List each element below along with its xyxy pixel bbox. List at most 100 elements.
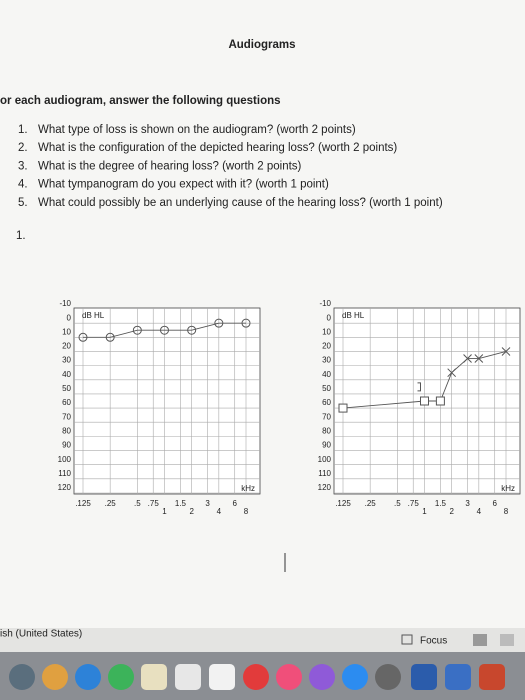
app-icon[interactable]	[445, 664, 471, 690]
y-tick-label: 30	[322, 356, 331, 365]
dock-icons	[9, 664, 505, 690]
y-tick-label: 120	[58, 483, 72, 492]
x-tick-label: .125	[75, 499, 91, 508]
y-tick-label: 90	[62, 441, 71, 450]
app-icon[interactable]	[209, 664, 235, 690]
app-icon[interactable]	[309, 664, 335, 690]
data-marker	[160, 325, 169, 335]
y-tick-label: 50	[62, 384, 71, 393]
question-number: 3.	[18, 160, 28, 172]
data-marker	[105, 332, 115, 342]
y-tick-label: 30	[62, 356, 71, 365]
doc-title: Audiograms	[228, 39, 295, 51]
data-marker	[417, 382, 421, 392]
app-icon[interactable]	[42, 664, 68, 690]
question-text: What is the degree of hearing loss? (wor…	[38, 160, 302, 172]
app-icon[interactable]	[411, 664, 437, 690]
data-marker	[214, 318, 224, 328]
x-axis-label: kHz	[501, 484, 515, 493]
data-marker	[435, 396, 445, 406]
question-text: What is the configuration of the depicte…	[38, 142, 397, 154]
question-number: 5.	[18, 197, 28, 209]
app-icon[interactable]	[108, 664, 134, 690]
focus-icon	[401, 634, 413, 645]
y-axis-label: dB HL	[82, 311, 105, 320]
data-marker	[338, 403, 348, 413]
y-tick-label: 100	[318, 455, 332, 464]
x-tick-label: 6	[232, 499, 237, 508]
focus-button[interactable]: Focus	[420, 636, 447, 647]
x-tick-label: 1	[162, 507, 167, 516]
question-number: 1.	[18, 124, 28, 136]
question-number: 4.	[18, 179, 28, 191]
x-tick-label: 1.5	[435, 499, 447, 508]
x-tick-label: 4	[217, 507, 222, 516]
data-marker	[463, 354, 472, 363]
y-tick-label: 10	[62, 327, 71, 336]
x-tick-label: .25	[105, 499, 117, 508]
x-tick-label: .25	[365, 499, 377, 508]
y-tick-label: 60	[62, 398, 71, 407]
question-text: What type of loss is shown on the audiog…	[38, 124, 356, 136]
x-tick-label: 8	[504, 507, 509, 516]
app-icon[interactable]	[243, 664, 269, 690]
plot-frame	[73, 307, 261, 495]
data-marker	[132, 325, 142, 335]
x-tick-label: 3	[205, 499, 210, 508]
y-tick-label: 40	[322, 370, 331, 379]
app-icon[interactable]	[479, 664, 505, 690]
app-icon[interactable]	[276, 664, 302, 690]
x-tick-label: 1	[422, 507, 427, 516]
x-tick-label: .75	[408, 499, 420, 508]
question-text: What tympanogram do you expect with it? …	[38, 179, 329, 191]
y-tick-label: -10	[59, 299, 71, 308]
app-icon[interactable]	[141, 664, 167, 690]
y-tick-label: 20	[62, 342, 71, 351]
y-tick-label: 110	[318, 469, 331, 478]
status-bar	[0, 628, 525, 652]
y-tick-label: 70	[62, 412, 71, 421]
y-tick-label: -10	[319, 299, 331, 308]
x-tick-label: .125	[335, 499, 351, 508]
x-tick-label: 1.5	[175, 499, 187, 508]
section-number: 1.	[16, 230, 26, 242]
app-icon[interactable]	[75, 664, 101, 690]
data-marker	[420, 396, 429, 406]
question-number: 2.	[18, 142, 28, 154]
data-marker	[187, 325, 197, 335]
y-tick-label: 100	[58, 455, 72, 464]
x-tick-label: .75	[148, 499, 160, 508]
y-tick-label: 40	[62, 370, 71, 379]
y-tick-label: 70	[322, 412, 331, 421]
app-icon[interactable]	[175, 664, 201, 690]
y-tick-label: 50	[322, 384, 331, 393]
x-tick-label: 3	[465, 499, 470, 508]
y-axis-label: dB HL	[342, 311, 365, 320]
view-icon[interactable]	[473, 634, 487, 646]
x-tick-label: .5	[394, 499, 401, 508]
x-axis-label: kHz	[241, 484, 255, 493]
data-marker	[501, 347, 511, 356]
y-tick-label: 0	[327, 313, 332, 322]
y-tick-label: 120	[318, 483, 332, 492]
y-tick-label: 80	[62, 426, 71, 435]
data-marker	[78, 332, 88, 342]
question-text: What could possibly be an underlying cau…	[38, 197, 443, 209]
x-tick-label: 4	[477, 507, 482, 516]
y-tick-label: 0	[67, 313, 72, 322]
view-icon[interactable]	[500, 634, 514, 646]
x-tick-label: .5	[134, 499, 141, 508]
app-icon[interactable]	[375, 664, 401, 690]
instructions: or each audiogram, answer the following …	[0, 95, 281, 107]
y-tick-label: 90	[322, 441, 331, 450]
x-tick-label: 2	[189, 507, 194, 516]
y-tick-label: 20	[322, 342, 331, 351]
app-icon[interactable]	[342, 664, 368, 690]
series-line	[83, 322, 246, 338]
y-tick-label: 80	[322, 426, 331, 435]
x-tick-label: 2	[449, 507, 454, 516]
data-marker	[447, 368, 457, 378]
app-icon[interactable]	[9, 664, 35, 690]
y-tick-label: 110	[58, 469, 71, 478]
